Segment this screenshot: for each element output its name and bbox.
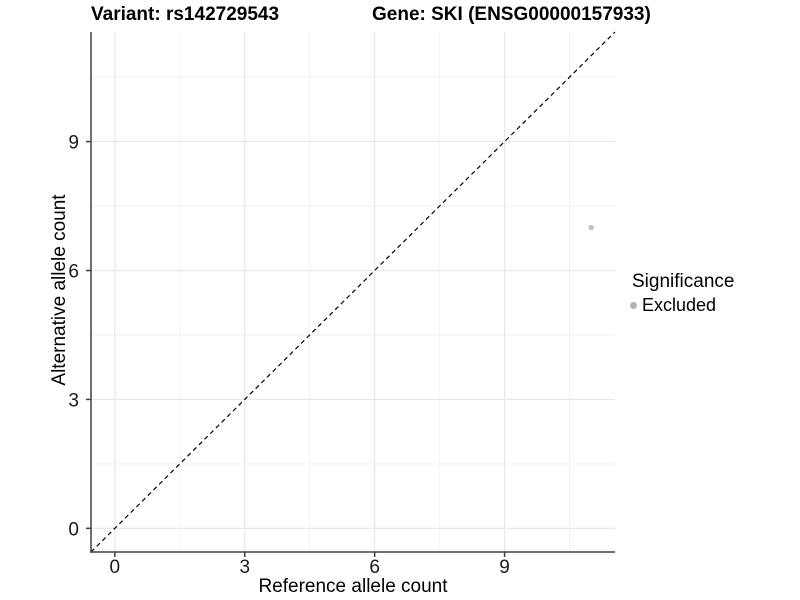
- y-axis-title: Alternative allele count: [49, 194, 70, 386]
- y-tick-label: 3: [68, 390, 79, 411]
- x-tick-label: 3: [239, 557, 250, 578]
- legend-point-icon: [630, 302, 637, 309]
- legend-item-excluded: Excluded: [630, 295, 734, 316]
- y-tick-label: 9: [68, 133, 79, 154]
- x-tick-label: 6: [369, 557, 380, 578]
- legend-title: Significance: [632, 271, 735, 292]
- legend-item-label: Excluded: [642, 295, 717, 315]
- plot-title-gene: Gene: SKI (ENSG00000157933): [372, 4, 651, 25]
- x-axis-title: Reference allele count: [258, 576, 448, 597]
- y-tick-label: 0: [68, 519, 79, 540]
- plot-title-variant: Variant: rs142729543: [91, 4, 280, 25]
- x-tick-label: 0: [110, 557, 121, 578]
- x-tick-label: 9: [499, 557, 510, 578]
- identity-line: [90, 31, 616, 553]
- data-point: [588, 224, 594, 231]
- legend: Significance Excluded: [630, 271, 734, 316]
- y-tick-label: 6: [68, 262, 79, 283]
